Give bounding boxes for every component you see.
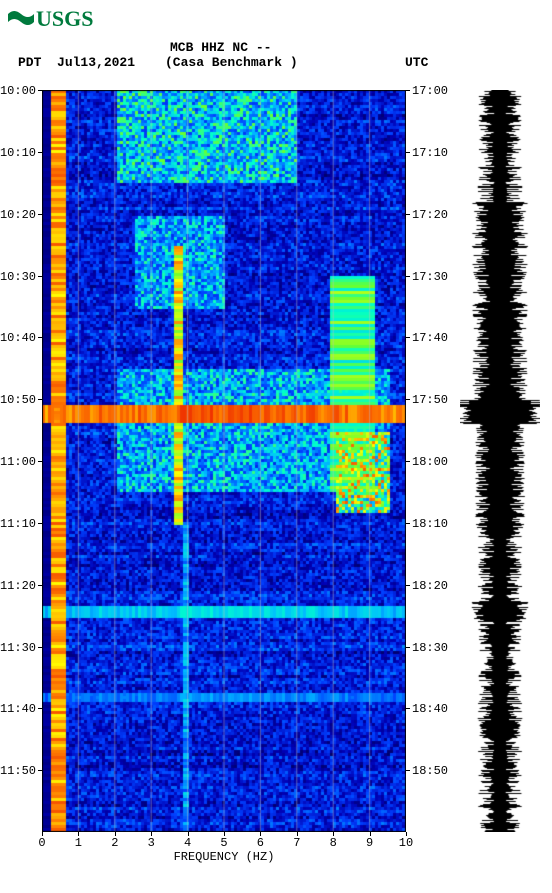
x-tick: 1 — [68, 836, 88, 850]
y-left-tick: 10:50 — [0, 393, 36, 407]
y-left-tick: 11:20 — [0, 579, 36, 593]
y-left-tick: 11:50 — [0, 764, 36, 778]
y-right-tick: 17:40 — [412, 331, 448, 345]
y-right-tick: 18:10 — [412, 517, 448, 531]
y-right-tick: 18:40 — [412, 702, 448, 716]
y-left-tick: 11:10 — [0, 517, 36, 531]
y-left-tick: 10:20 — [0, 208, 36, 222]
y-right-tick: 17:00 — [412, 84, 448, 98]
y-right-tick: 18:20 — [412, 579, 448, 593]
x-axis-label: FREQUENCY (HZ) — [42, 850, 406, 864]
x-tick: 4 — [178, 836, 198, 850]
usgs-logo: USGS — [8, 6, 93, 32]
spectrogram-plot — [42, 90, 406, 832]
y-left-tick: 11:40 — [0, 702, 36, 716]
y-left-tick: 10:00 — [0, 84, 36, 98]
x-tick: 2 — [105, 836, 125, 850]
x-tick: 3 — [141, 836, 161, 850]
waveform-canvas — [460, 90, 540, 832]
y-right-tick: 18:30 — [412, 641, 448, 655]
station-code: MCB HHZ NC -- — [170, 40, 271, 55]
y-left-tick: 10:10 — [0, 146, 36, 160]
y-right-tick: 18:50 — [412, 764, 448, 778]
spectrogram-canvas — [42, 90, 406, 832]
x-tick: 5 — [214, 836, 234, 850]
x-tick: 0 — [32, 836, 52, 850]
y-left-tick: 11:00 — [0, 455, 36, 469]
logo-text: USGS — [36, 6, 93, 32]
y-right-tick: 17:10 — [412, 146, 448, 160]
x-tick: 10 — [396, 836, 416, 850]
header-left: PDT Jul13,2021 — [18, 55, 135, 70]
x-tick: 7 — [287, 836, 307, 850]
waveform-plot — [460, 90, 540, 832]
y-right-tick: 17:20 — [412, 208, 448, 222]
y-right-tick: 17:50 — [412, 393, 448, 407]
x-tick: 6 — [250, 836, 270, 850]
y-left-tick: 10:30 — [0, 270, 36, 284]
y-left-tick: 11:30 — [0, 641, 36, 655]
header-right: UTC — [405, 55, 428, 70]
y-right-tick: 18:00 — [412, 455, 448, 469]
station-name: (Casa Benchmark ) — [165, 55, 298, 70]
x-tick: 9 — [360, 836, 380, 850]
y-right-tick: 17:30 — [412, 270, 448, 284]
y-left-tick: 10:40 — [0, 331, 36, 345]
x-tick: 8 — [323, 836, 343, 850]
